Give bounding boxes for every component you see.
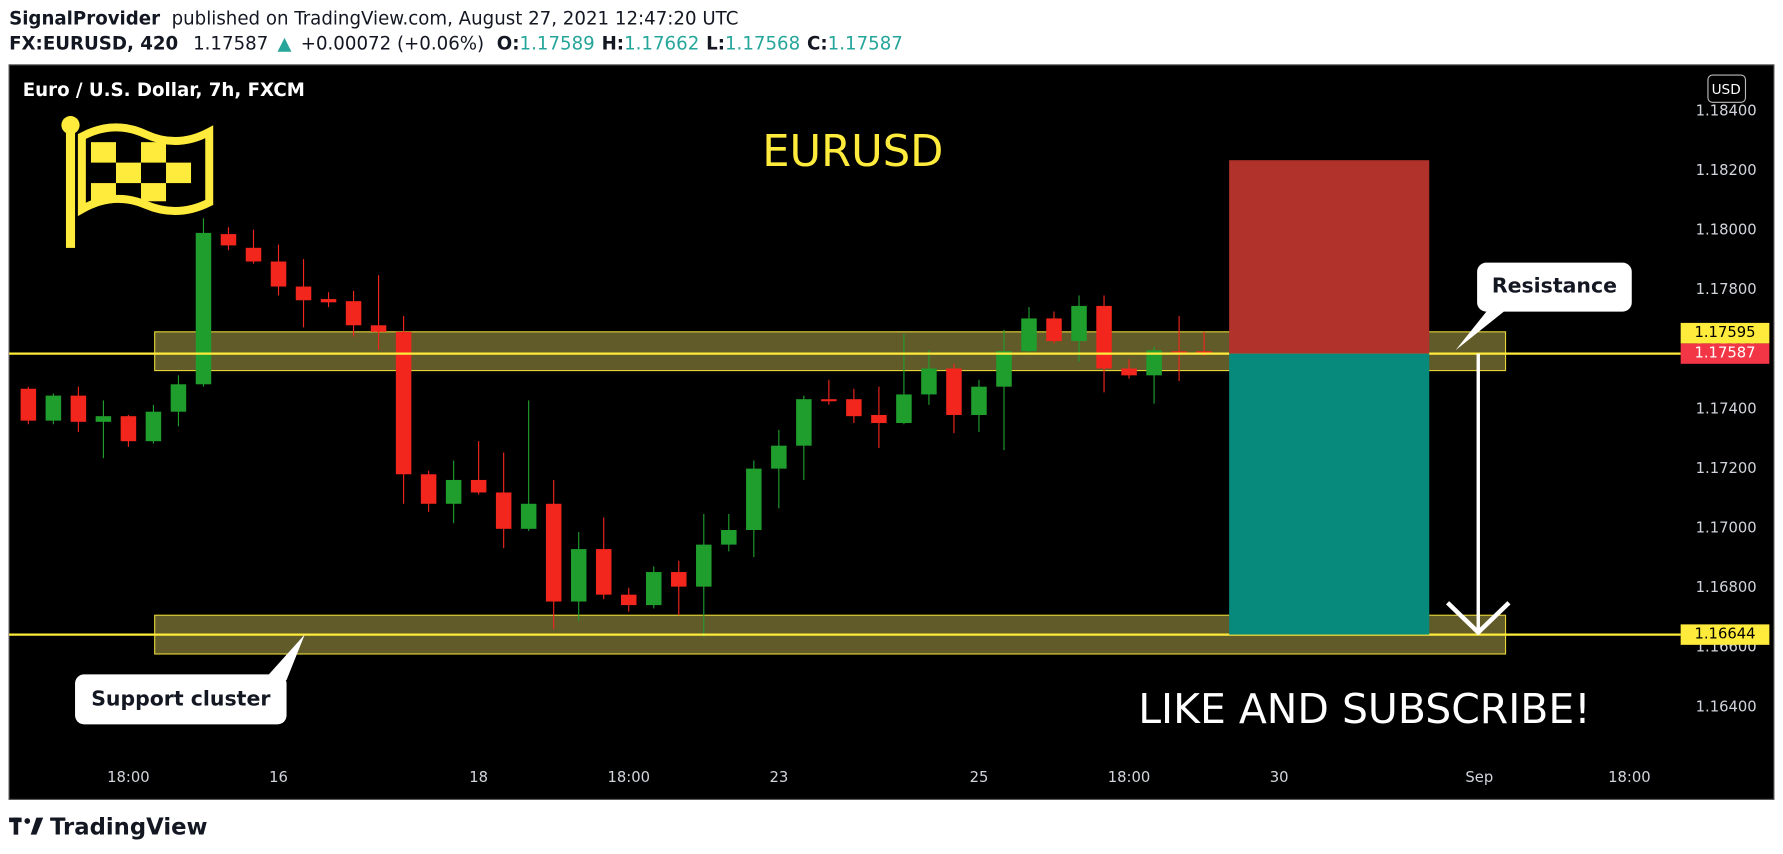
x-tick-label: 23 <box>769 769 788 786</box>
candle-body <box>471 480 487 493</box>
candle-body <box>521 504 537 529</box>
candle-body <box>946 368 962 414</box>
y-tick-label: 1.16400 <box>1696 698 1757 715</box>
candle-body <box>921 368 937 394</box>
ohlc-label: C: <box>807 33 828 54</box>
footer-brand: TradingView <box>50 814 208 840</box>
candle-body <box>646 572 662 605</box>
y-tick-label: 1.18400 <box>1696 102 1757 119</box>
candle-body <box>1046 318 1062 341</box>
ohlc-label: H: <box>602 33 625 54</box>
candle-body <box>996 351 1012 386</box>
candle-body <box>746 469 762 530</box>
target-zone <box>1229 354 1429 635</box>
y-tick-label: 1.16800 <box>1696 579 1757 596</box>
x-tick-label: 18:00 <box>107 769 150 786</box>
candle-body <box>821 399 837 401</box>
currency: USD <box>1712 82 1741 98</box>
candle-body <box>846 399 862 416</box>
candle-body <box>771 446 787 469</box>
header-line-2: FX:EURUSD, 420 1.17587 ▲ +0.00072 (+0.06… <box>9 33 903 54</box>
price-tag-label: 1.16644 <box>1694 626 1755 643</box>
candle-body <box>196 233 212 384</box>
candle-body <box>221 234 237 245</box>
candle-body <box>546 504 562 602</box>
x-tick-label: 16 <box>269 769 288 786</box>
candle-body <box>696 545 712 587</box>
price-tag-label: 1.17595 <box>1694 324 1755 341</box>
candle-body <box>1096 306 1112 369</box>
ohlc-label: L: <box>706 33 725 54</box>
ohlc-label: O: <box>497 33 520 54</box>
y-tick-label: 1.18000 <box>1696 222 1757 239</box>
chart-title: Euro / U.S. Dollar, 7h, FXCM <box>23 80 305 101</box>
change-arrow: ▲ <box>278 33 292 54</box>
resistance-label: Resistance <box>1492 274 1617 298</box>
change: +0.00072 (+0.06%) <box>301 33 484 54</box>
candle-body <box>446 480 462 504</box>
x-tick-label: 18 <box>469 769 488 786</box>
candle-body <box>971 387 987 415</box>
header-line-1: SignalProvider published on TradingView.… <box>9 8 738 29</box>
x-tick-label: Sep <box>1465 769 1493 786</box>
stop-zone <box>1229 160 1429 353</box>
candle-body <box>246 248 262 262</box>
price-tag-label: 1.17587 <box>1694 345 1755 362</box>
candle-body <box>46 396 62 421</box>
y-tick-label: 1.17200 <box>1696 460 1757 477</box>
ohlc-value: 1.17589 <box>520 33 595 54</box>
candle-body <box>621 595 637 605</box>
x-tick-label: 25 <box>970 769 989 786</box>
y-tick-label: 1.18200 <box>1696 162 1757 179</box>
candle-body <box>1121 368 1137 375</box>
candle-body <box>721 530 737 545</box>
candle-body <box>1021 318 1037 351</box>
candle-body <box>296 287 312 301</box>
candle-body <box>371 325 387 332</box>
ohlc-value: 1.17568 <box>725 33 800 54</box>
candle-body <box>496 492 512 528</box>
candle-body <box>896 394 912 423</box>
author: SignalProvider <box>9 8 160 29</box>
candle-body <box>571 549 587 601</box>
ohlc-value: 1.17587 <box>828 33 903 54</box>
candle-body <box>421 474 437 504</box>
last-price: 1.17587 <box>193 33 268 54</box>
x-tick-label: 18:00 <box>607 769 650 786</box>
x-tick-label: 30 <box>1270 769 1289 786</box>
ohlc-value: 1.17662 <box>624 33 699 54</box>
x-tick-label: 18:00 <box>1108 769 1151 786</box>
candle-body <box>1071 306 1087 341</box>
candle-body <box>271 262 287 287</box>
candle-body <box>21 389 37 421</box>
x-tick-label: 18:00 <box>1608 769 1651 786</box>
y-tick-label: 1.17800 <box>1696 281 1757 298</box>
candle-body <box>96 416 112 422</box>
symbol: FX:EURUSD, 420 <box>9 33 178 54</box>
candle-body <box>121 416 137 441</box>
annotation-title: EURUSD <box>762 127 943 177</box>
candle-body <box>596 549 612 595</box>
candle-body <box>796 399 812 445</box>
y-tick-label: 1.17000 <box>1696 520 1757 537</box>
candle-body <box>671 572 687 587</box>
candle-body <box>871 415 887 423</box>
published: published on TradingView.com, August 27,… <box>172 8 739 29</box>
candle-body <box>321 299 337 302</box>
candle-body <box>146 412 162 442</box>
candle-body <box>346 301 362 325</box>
candle-body <box>171 384 187 411</box>
y-tick-label: 1.17400 <box>1696 400 1757 417</box>
support-label: Support cluster <box>91 686 271 710</box>
banner: LIKE AND SUBSCRIBE! <box>1138 685 1590 733</box>
candle-body <box>1171 351 1187 352</box>
candle-body <box>71 396 87 422</box>
